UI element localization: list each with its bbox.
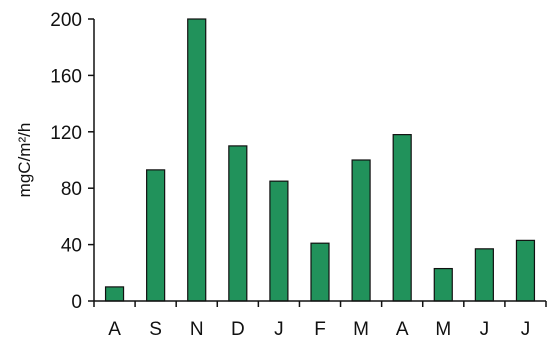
x-tick-label: J	[274, 319, 284, 338]
y-tick-label: 40	[61, 236, 82, 257]
bar	[187, 18, 207, 302]
bar	[310, 242, 330, 302]
y-tick-label: 0	[71, 292, 82, 313]
bar	[392, 134, 412, 302]
bar	[474, 248, 494, 302]
x-tick-label: A	[108, 319, 121, 338]
x-tick-label: M	[435, 319, 451, 338]
bars-group	[104, 18, 536, 302]
bar	[269, 180, 289, 302]
y-axis-title: mgC/m²/h	[15, 123, 34, 198]
x-tick-label: F	[314, 319, 326, 338]
x-tick-label: J	[480, 319, 490, 338]
x-tick-label: J	[521, 319, 531, 338]
y-tick-label: 160	[50, 66, 82, 87]
y-axis-ticks: 0 40 80 120 160 200	[50, 10, 94, 313]
bar	[228, 145, 248, 302]
bar	[433, 267, 453, 302]
bar	[104, 286, 125, 302]
x-tick-label: D	[231, 319, 245, 338]
bar	[351, 159, 371, 302]
bar	[146, 169, 166, 302]
y-tick-label: 80	[61, 179, 82, 200]
x-tick-label: A	[396, 319, 409, 338]
y-tick-label: 120	[50, 123, 82, 144]
y-tick-label: 200	[50, 10, 82, 31]
x-tick-label: S	[149, 319, 162, 338]
x-tick-label: M	[353, 319, 369, 338]
x-tick-label: N	[190, 319, 204, 338]
bar	[515, 239, 536, 302]
